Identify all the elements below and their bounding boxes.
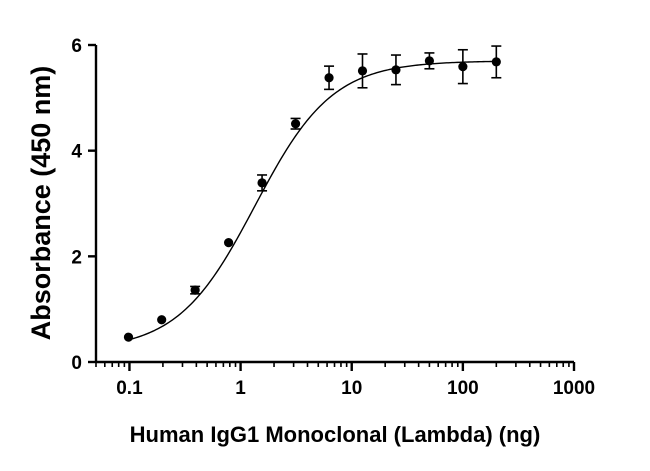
data-point xyxy=(257,178,267,188)
data-point xyxy=(190,285,200,295)
x-tick-label: 1000 xyxy=(553,378,595,399)
x-tick-label: 100 xyxy=(447,378,479,399)
data-point xyxy=(357,66,368,76)
data-point xyxy=(391,65,401,75)
data-point xyxy=(290,119,301,129)
data-point xyxy=(123,332,134,342)
y-tick-label: 4 xyxy=(71,142,82,163)
x-tick-label: 10 xyxy=(341,378,362,399)
axes: 0 2 4 6 0.1 1 10 100 1000 xyxy=(71,36,595,399)
y-tick-label: 0 xyxy=(71,353,82,374)
y-tick-label: 2 xyxy=(71,247,82,268)
data-point xyxy=(424,56,435,66)
x-tick-label: 1 xyxy=(235,378,246,399)
y-tick-label: 6 xyxy=(71,36,82,57)
data-points-layer xyxy=(123,45,502,342)
data-point xyxy=(491,57,501,67)
data-point xyxy=(157,315,167,325)
data-point xyxy=(458,62,468,72)
data-point xyxy=(223,237,234,248)
fit-curve xyxy=(128,60,497,341)
x-axis-title: Human IgG1 Monoclonal (Lambda) (ng) xyxy=(130,422,541,447)
data-point xyxy=(324,73,334,83)
x-tick-label: 0.1 xyxy=(116,378,143,399)
y-axis-title: Absorbance (450 nm) xyxy=(26,66,56,341)
fit-curve-layer xyxy=(128,60,497,341)
